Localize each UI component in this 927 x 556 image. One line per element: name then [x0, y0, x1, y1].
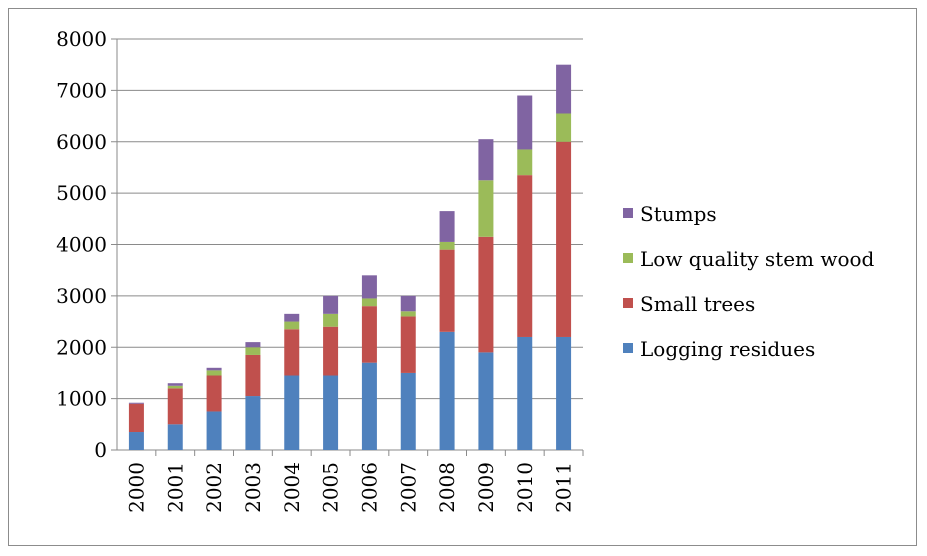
bar-segment [167, 385, 183, 389]
bar-segment [517, 95, 533, 150]
bar-segment [323, 326, 339, 376]
bar-segment [361, 362, 377, 450]
chart-frame: 0 1000 2000 3000 4000 5000 6000 7000 8000 2000 20… [8, 8, 917, 546]
legend-label: Small trees [640, 292, 755, 316]
legend-label: Low quality stem wood [640, 247, 875, 271]
bar-segment [206, 370, 222, 376]
bar-segment [556, 336, 572, 450]
axes [111, 38, 584, 456]
bar-segment [517, 175, 533, 337]
bar-segment [478, 352, 494, 450]
bar-segment [400, 295, 416, 312]
bar-segment [478, 236, 494, 353]
legend-label: Logging residues [640, 337, 815, 361]
x-tick-label: 2004 [280, 462, 304, 513]
bar-segment [556, 64, 572, 114]
bar-segment [128, 432, 144, 450]
bar-segment [167, 388, 183, 425]
x-tick-label: 2010 [513, 462, 537, 513]
legend-label: Stumps [640, 202, 717, 226]
bar-segment [400, 372, 416, 450]
bar-segment [284, 321, 300, 330]
y-tick-label: 4000 [56, 233, 107, 257]
y-tick-label: 7000 [56, 78, 107, 102]
bar-segment [361, 298, 377, 307]
x-tick-label: 2009 [474, 462, 498, 513]
bar-segment [245, 342, 261, 348]
legend-swatch [623, 208, 633, 218]
bar-segment [361, 275, 377, 299]
bar-segment [167, 424, 183, 450]
bar-segment [323, 295, 339, 314]
bar-segment [245, 347, 261, 355]
legend-swatch [623, 253, 633, 263]
legend-swatch [623, 298, 633, 308]
bar-segment [128, 402, 144, 404]
bar-segment [206, 411, 222, 450]
bar-segment [517, 149, 533, 176]
x-tick-labels: 2000 2001 2002 2003 2004 2005 2006 2007 2008 2009… [124, 462, 575, 513]
bar-segment [556, 113, 572, 142]
bar-segment [206, 367, 222, 371]
x-tick-label: 2005 [319, 462, 343, 513]
x-tick-label: 2007 [396, 462, 420, 513]
bar-segment [284, 313, 300, 322]
bar-segment [478, 139, 494, 181]
bar-segment [245, 354, 261, 397]
bar-segment [323, 313, 339, 327]
bars [128, 64, 572, 450]
y-tick-label: 3000 [56, 284, 107, 308]
bar-segment [400, 311, 416, 317]
bar-segment [284, 375, 300, 450]
y-tick-label: 6000 [56, 130, 107, 154]
bar-segment [167, 383, 183, 386]
x-tick-label: 2003 [241, 462, 265, 513]
bar-segment [245, 396, 261, 450]
bar-segment [439, 249, 455, 332]
x-tick-label: 2008 [435, 462, 459, 513]
x-tick-label: 2011 [552, 462, 576, 513]
bar-segment [284, 329, 300, 376]
bar-segment [439, 241, 455, 250]
bar-segment [556, 141, 572, 337]
x-tick-label: 2001 [163, 462, 187, 513]
legend: Stumps Low quality stem wood Small trees Lo… [623, 202, 875, 361]
x-tick-label: 2006 [357, 462, 381, 513]
bar-segment [478, 180, 494, 237]
bar-segment [206, 375, 222, 412]
bar-segment [128, 403, 144, 433]
legend-swatch [623, 343, 633, 353]
y-tick-label: 0 [94, 438, 107, 462]
y-tick-label: 5000 [56, 181, 107, 205]
bar-segment [517, 336, 533, 450]
y-tick-label: 1000 [56, 387, 107, 411]
x-tick-label: 2000 [124, 462, 148, 513]
bar-segment [439, 211, 455, 242]
bar-segment [323, 375, 339, 450]
x-tick-label: 2002 [202, 462, 226, 513]
y-tick-label: 2000 [56, 335, 107, 359]
y-tick-label: 8000 [56, 27, 107, 51]
bar-segment [439, 331, 455, 450]
bar-segment [361, 306, 377, 363]
y-tick-labels: 0 1000 2000 3000 4000 5000 6000 7000 8000 [56, 27, 107, 462]
bar-segment [400, 316, 416, 373]
gridlines [117, 38, 583, 400]
